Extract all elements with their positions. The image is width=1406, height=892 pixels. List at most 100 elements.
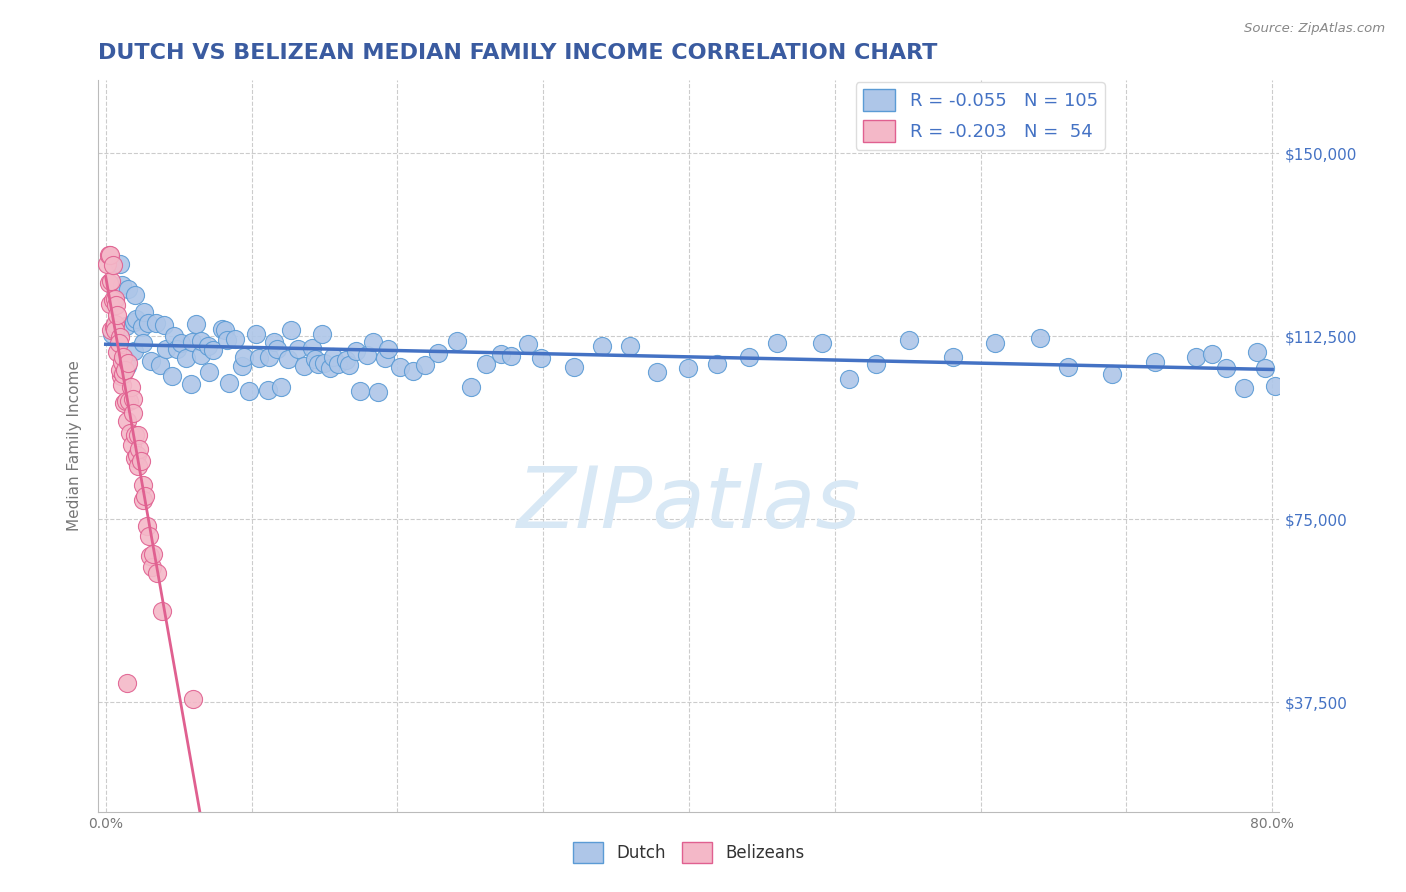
Point (181, 692, 204, 706)
Point (263, 335, 285, 350)
Point (134, 489, 156, 503)
Point (292, 359, 315, 373)
Point (127, 459, 149, 474)
Point (373, 351, 395, 365)
Point (115, 413, 138, 427)
Point (224, 332, 246, 346)
Point (104, 298, 127, 312)
Point (136, 316, 159, 330)
Point (121, 392, 143, 406)
Point (319, 360, 342, 375)
Point (152, 318, 174, 332)
Point (115, 359, 138, 374)
Point (181, 334, 204, 349)
Point (337, 358, 360, 372)
Point (117, 394, 139, 409)
Point (231, 359, 253, 373)
Point (121, 406, 143, 420)
Point (197, 338, 219, 352)
Point (245, 327, 267, 342)
Point (413, 359, 436, 373)
Point (132, 335, 155, 350)
Point (100, 274, 122, 288)
Point (98, 296, 121, 310)
Point (1246, 344, 1268, 359)
Point (129, 454, 152, 468)
Point (108, 330, 131, 344)
Point (201, 343, 224, 358)
Point (247, 351, 270, 365)
Point (132, 305, 155, 319)
Point (97, 248, 120, 262)
Point (501, 349, 523, 363)
Point (103, 258, 125, 272)
Point (361, 334, 384, 349)
Point (475, 358, 498, 372)
Point (706, 357, 728, 371)
Point (117, 281, 139, 295)
Point (349, 384, 371, 398)
Point (645, 365, 668, 379)
Point (446, 334, 468, 349)
Point (125, 448, 148, 462)
Point (120, 380, 142, 394)
Point (218, 376, 240, 390)
Point (127, 428, 149, 442)
Point (211, 322, 233, 336)
Point (125, 311, 148, 326)
Point (402, 364, 425, 378)
Point (103, 319, 125, 334)
Point (166, 342, 188, 356)
Point (322, 350, 344, 364)
Point (112, 367, 135, 381)
Point (139, 354, 162, 368)
Point (111, 378, 134, 392)
Point (1057, 360, 1080, 375)
Point (564, 359, 586, 374)
Point (190, 334, 212, 348)
Point (145, 316, 167, 330)
Point (111, 277, 134, 292)
Point (138, 549, 160, 563)
Point (591, 339, 613, 353)
Point (304, 351, 326, 366)
Point (108, 257, 131, 271)
Point (270, 380, 292, 394)
Point (149, 359, 172, 373)
Point (122, 315, 145, 329)
Point (107, 336, 129, 351)
Point (217, 333, 239, 347)
Point (427, 346, 450, 360)
Point (128, 442, 150, 457)
Point (766, 335, 789, 350)
Point (897, 333, 920, 347)
Point (1233, 381, 1256, 395)
Point (367, 384, 389, 399)
Point (155, 343, 177, 357)
Point (115, 675, 138, 690)
Point (114, 394, 136, 409)
Point (160, 368, 183, 383)
Point (124, 451, 146, 466)
Point (865, 357, 887, 371)
Point (105, 309, 128, 323)
Point (135, 519, 157, 533)
Point (838, 372, 860, 386)
Point (301, 341, 323, 355)
Point (984, 336, 1007, 351)
Point (142, 547, 165, 561)
Text: ZIPatlas: ZIPatlas (517, 463, 860, 546)
Point (96, 257, 118, 271)
Point (232, 350, 254, 364)
Point (266, 342, 288, 356)
Point (114, 363, 136, 377)
Point (121, 437, 143, 451)
Point (1264, 379, 1286, 393)
Point (619, 339, 641, 353)
Point (1201, 347, 1223, 361)
Point (311, 326, 333, 341)
Point (280, 322, 302, 336)
Point (104, 293, 127, 307)
Point (312, 356, 335, 370)
Point (103, 317, 125, 331)
